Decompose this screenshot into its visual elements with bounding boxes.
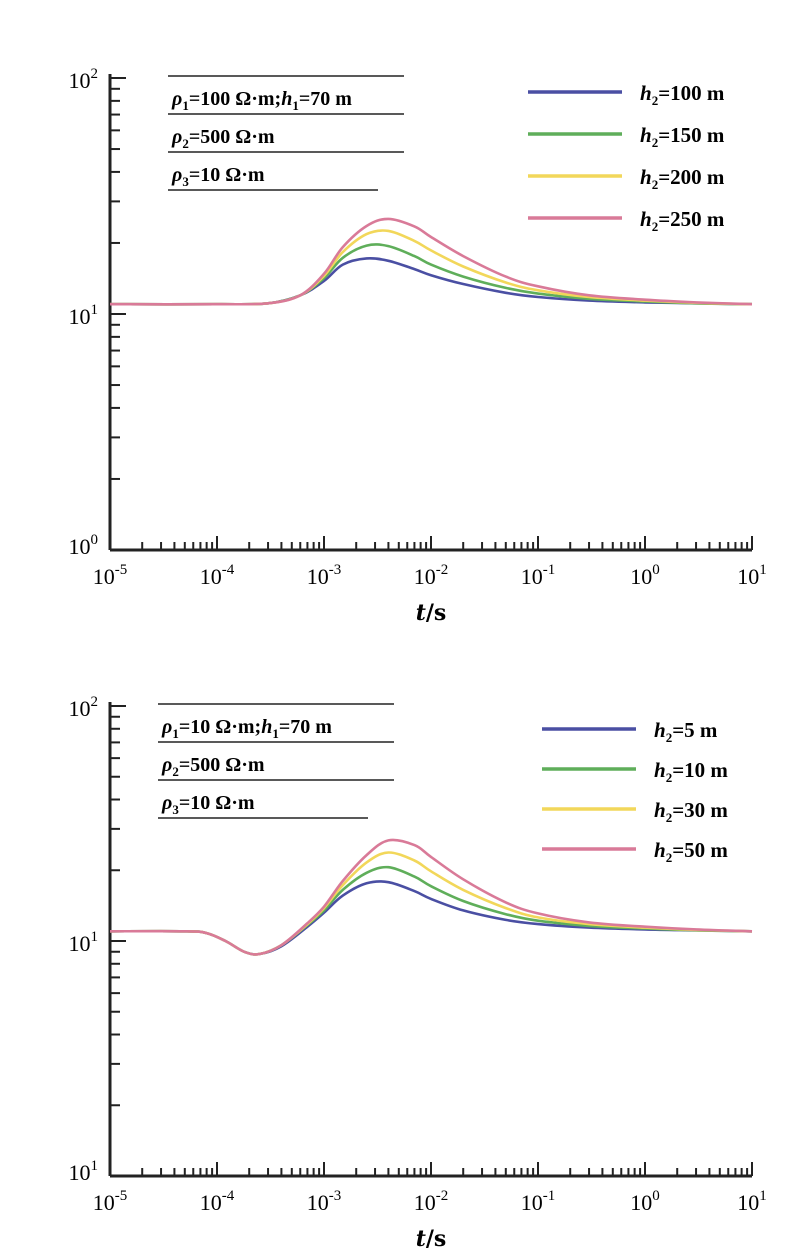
x-tick-label: 10-1	[521, 562, 556, 589]
x-tick-label: 101	[737, 562, 767, 589]
x-tick-label: 10-2	[414, 562, 449, 589]
legend-label-1: h2=5 m	[654, 718, 718, 745]
legend-label-4: h2=50 m	[654, 838, 728, 865]
y-tick-label: 101	[69, 1158, 99, 1185]
annotation-line-3: ρ3=10 Ω·m	[161, 792, 255, 817]
y-tick-label: 100	[69, 532, 99, 559]
annotation-line-3: ρ3=10 Ω·m	[171, 164, 265, 189]
x-tick-label: 10-4	[200, 562, 235, 589]
legend-label-2: h2=10 m	[654, 758, 728, 785]
chart-panel-a: 10-5 10-4 10-3 10-2 10-1 100 101 102 101 100 t/s ρ1…	[69, 66, 767, 626]
legend-label-3: h2=30 m	[654, 798, 728, 825]
series-line-4	[109, 838, 753, 956]
y-tick-label: 101	[69, 302, 99, 329]
legend-label-3: h2=200 m	[640, 165, 725, 192]
legend-label-2: h2=150 m	[640, 123, 725, 150]
x-tick-label: 10-1	[521, 1188, 556, 1215]
x-tick-label: 10-3	[307, 562, 342, 589]
annotation-line-2: ρ2=500 Ω·m	[171, 126, 275, 151]
x-axis-title: t/s	[416, 600, 447, 626]
chart-panel-b: 10-5 10-4 10-3 10-2 10-1 100 101 102 101 101 t/s ρ1…	[69, 694, 767, 1252]
x-tick-label: 10-5	[93, 1188, 128, 1215]
x-tick-label: 100	[630, 1188, 660, 1215]
x-tick-label: 10-5	[93, 562, 128, 589]
series-line-2	[109, 865, 753, 956]
x-tick-label: 101	[737, 1188, 767, 1215]
x-tick-label: 100	[630, 562, 660, 589]
legend-label-1: h2=100 m	[640, 81, 725, 108]
legend-label-4: h2=250 m	[640, 207, 725, 234]
series-line-1	[109, 880, 753, 956]
series-line-3	[109, 229, 753, 306]
x-tick-label: 10-2	[414, 1188, 449, 1215]
series-line-4	[109, 217, 753, 306]
x-tick-label: 10-4	[200, 1188, 235, 1215]
annotation-line-1: ρ1=100 Ω·m;h1=70 m	[171, 88, 352, 113]
y-tick-label: 102	[69, 694, 99, 721]
annotation-line-1: ρ1=10 Ω·m;h1=70 m	[161, 716, 332, 741]
series-line-3	[109, 851, 753, 956]
y-tick-label: 102	[69, 66, 99, 93]
y-tick-label: 101	[69, 929, 99, 956]
x-tick-label: 10-3	[307, 1188, 342, 1215]
x-axis-title: t/s	[416, 1226, 447, 1252]
annotation-line-2: ρ2=500 Ω·m	[161, 754, 265, 779]
